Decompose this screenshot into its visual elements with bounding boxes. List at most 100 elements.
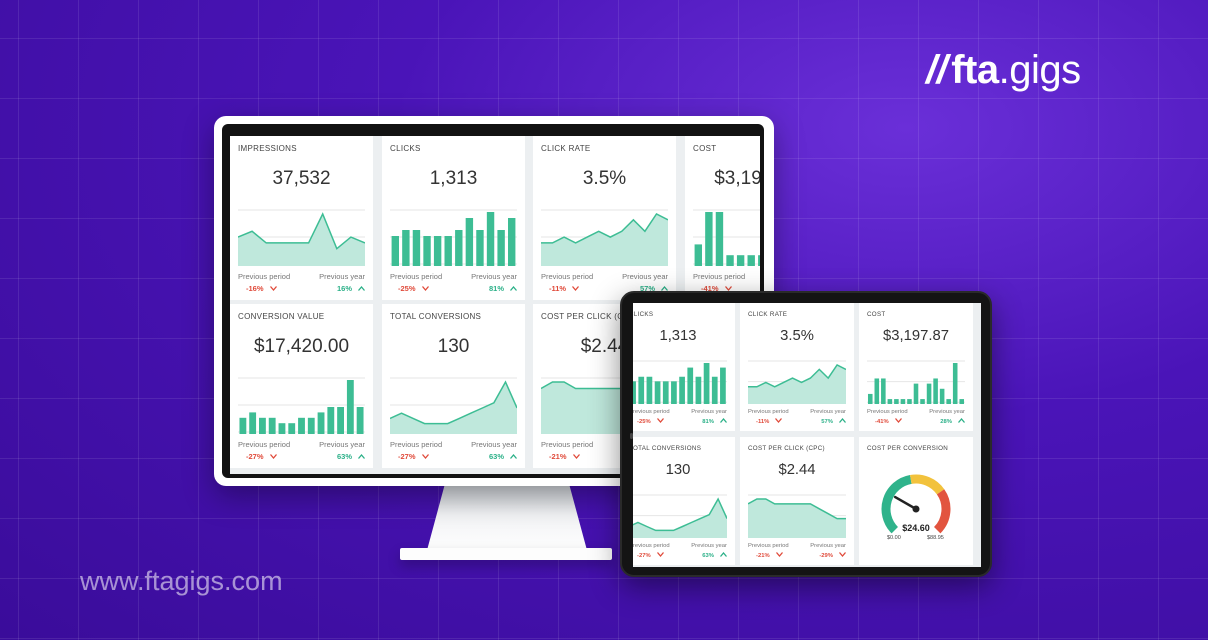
chevron-up-icon <box>510 454 517 459</box>
card-value: 1,313 <box>659 327 697 344</box>
metric-card[interactable]: CLICK RATE 3.5% Previous period Previous ye… <box>740 303 854 431</box>
previous-year-label: Previous year <box>691 409 727 416</box>
card-title: CLICKS <box>633 311 654 318</box>
previous-period-change-value: -16% <box>246 284 264 293</box>
previous-period-change: -21% <box>756 552 783 559</box>
previous-year-change-value: 81% <box>488 284 504 293</box>
previous-year-change: 63% <box>702 552 727 559</box>
chart-bar <box>486 212 495 266</box>
chart-area <box>238 214 365 266</box>
card-value: $2.44 <box>778 461 816 478</box>
metric-card[interactable]: CONVERSION VALUE $17,420.00 Previous perio… <box>230 304 373 468</box>
card-chart <box>693 209 760 266</box>
chevron-up-icon <box>958 418 965 424</box>
chevron-up-icon <box>720 418 727 424</box>
chart-bar <box>933 378 938 405</box>
card-value: $3,197.87 <box>714 168 760 189</box>
chevron-down-icon <box>894 418 902 424</box>
metric-card[interactable]: COST PER CLICK (CPC) $2.44 Previous period… <box>740 437 854 565</box>
previous-period-label: Previous period <box>693 272 746 281</box>
metric-card[interactable]: CLICKS 1,313 Previous period Previous year -… <box>633 303 735 431</box>
chart-bar <box>894 399 899 405</box>
gauge-needle <box>893 495 918 511</box>
chart-area <box>390 382 517 434</box>
previous-year-label: Previous year <box>471 440 517 449</box>
chart-bar <box>758 255 760 266</box>
metric-card[interactable]: TOTAL CONVERSIONS 130 Previous period Previ… <box>382 304 525 468</box>
chart-area <box>633 499 727 539</box>
chart-bar <box>907 399 912 405</box>
chart-bar <box>939 388 945 405</box>
metric-card[interactable]: TOTAL CONVERSIONS 130 Previous period Previ… <box>633 437 735 565</box>
logo-slashes: // <box>926 48 948 92</box>
chart-bar <box>703 363 710 405</box>
gauge-max-label: $88.95 <box>927 535 944 541</box>
gauge-card[interactable]: COST PER CONVERSION $24.60 $0.00 $88.95 <box>859 437 973 565</box>
cost-gauge <box>881 474 951 534</box>
previous-period-label: Previous period <box>748 409 789 416</box>
chart-bar <box>695 376 702 405</box>
chart-line <box>633 497 727 532</box>
website-url[interactable]: www.ftagigs.com <box>80 566 283 596</box>
previous-year-change: 63% <box>489 452 517 461</box>
previous-period-change: -11% <box>549 284 580 293</box>
metric-card[interactable]: CLICKS 1,313 Previous period Previous year -… <box>382 136 525 300</box>
chart-bar <box>423 236 431 266</box>
previous-year-change-value: 63% <box>336 452 352 461</box>
gauge-value: $24.60 <box>902 523 930 533</box>
card-value: 3.5% <box>582 168 627 189</box>
previous-period-change: -25% <box>398 284 429 293</box>
previous-period-change: -41% <box>701 284 732 293</box>
metric-card[interactable]: IMPRESSIONS 37,532 Previous period Previous… <box>230 136 373 300</box>
chart-bar <box>327 407 335 434</box>
previous-year-change: 16% <box>337 284 365 293</box>
chart-bar <box>391 236 399 266</box>
card-chart <box>390 209 517 266</box>
previous-year-label: Previous year <box>471 272 517 281</box>
chart-bar <box>694 244 702 266</box>
metric-card[interactable]: CLICK RATE 3.5% Previous period Previous ye… <box>533 136 676 300</box>
previous-period-label: Previous period <box>238 440 291 449</box>
card-title: COST <box>867 311 886 318</box>
previous-year-change-value: 16% <box>336 284 352 293</box>
previous-year-change-value: -29% <box>819 553 833 560</box>
chevron-down-icon <box>421 286 429 291</box>
previous-period-label: Previous period <box>633 543 670 550</box>
previous-period-label: Previous period <box>390 272 443 281</box>
previous-year-change-value: 57% <box>639 284 655 293</box>
tablet-camera <box>630 433 633 439</box>
chart-bar <box>317 412 325 434</box>
logo-tld: .gigs <box>998 48 1082 92</box>
chart-bar <box>346 380 354 434</box>
card-chart <box>748 494 846 539</box>
previous-year-change: 57% <box>821 418 846 425</box>
chart-bar <box>239 417 247 434</box>
chart-bar <box>867 394 873 405</box>
chart-bar <box>726 255 734 266</box>
chart-bar <box>687 367 694 405</box>
logo-name: fta <box>951 48 999 92</box>
chart-bar <box>705 212 713 266</box>
card-title: CLICK RATE <box>541 144 591 153</box>
card-title: CLICKS <box>390 144 421 153</box>
fta-gigs-logo[interactable]: //fta.gigs <box>926 48 1081 93</box>
chart-bar <box>444 236 452 266</box>
chart-area <box>748 365 846 405</box>
chart-bar <box>662 381 669 405</box>
gauge-segment-green <box>881 475 912 534</box>
gauge-segment-red <box>933 489 951 534</box>
monitor-stand-base <box>400 548 612 560</box>
chart-bar <box>465 218 474 266</box>
previous-year-label: Previous year <box>319 272 365 281</box>
chart-bar <box>298 417 305 434</box>
previous-year-label: Previous year <box>810 409 846 416</box>
chart-bar <box>920 399 925 405</box>
chart-bar <box>679 376 685 405</box>
chart-line <box>748 498 846 520</box>
card-title: COST PER CONVERSION <box>867 445 949 452</box>
previous-year-change-value: 81% <box>702 419 714 426</box>
previous-year-label: Previous year <box>319 440 365 449</box>
